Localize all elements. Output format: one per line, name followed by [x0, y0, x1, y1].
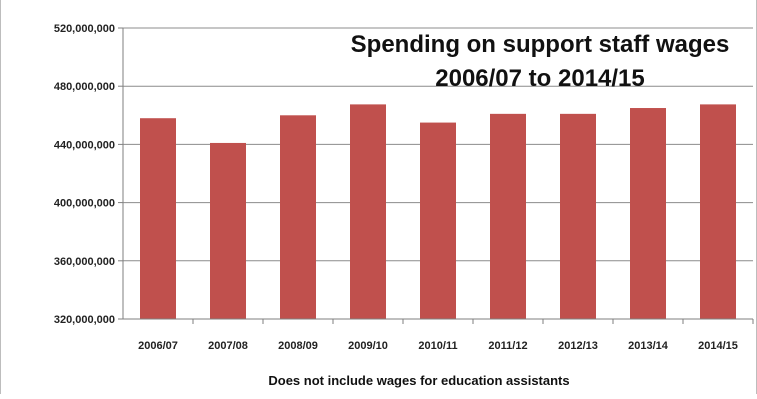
bar	[420, 122, 456, 319]
x-tick-label: 2013/14	[628, 340, 669, 352]
chart-title: Spending on support staff wages 2006/07 …	[351, 31, 730, 92]
x-tick-label: 2008/09	[278, 340, 318, 352]
y-tick-labels: 320,000,000 360,000,000 400,000,000 440,000…	[54, 23, 115, 326]
x-tick-label: 2011/12	[488, 340, 527, 352]
axes	[118, 27, 754, 324]
bar	[140, 118, 176, 320]
y-tick-label: 520,000,000	[54, 23, 115, 35]
y-tick-label: 440,000,000	[54, 139, 115, 151]
bar	[350, 104, 386, 319]
bar	[630, 108, 666, 320]
y-tick-label: 400,000,000	[54, 198, 115, 210]
chart-title-line-2: 2006/07 to 2014/15	[435, 65, 645, 92]
bar	[700, 104, 736, 319]
y-tick-label: 480,000,000	[54, 81, 115, 93]
bar	[560, 113, 596, 319]
x-tick-label: 2012/13	[558, 340, 598, 352]
x-tick-label: 2014/15	[698, 340, 738, 352]
x-axis-label: Does not include wages for education ass…	[268, 373, 569, 388]
bars	[140, 104, 736, 320]
chart-title-line-1: Spending on support staff wages	[351, 31, 730, 58]
y-tick-label: 320,000,000	[54, 314, 115, 326]
bar	[280, 115, 316, 319]
x-tick-labels: 2006/07 2007/08 2008/09 2009/10 2010/11 2011/…	[138, 340, 738, 352]
bar	[490, 113, 526, 319]
x-tick-label: 2009/10	[348, 340, 388, 352]
y-tick-label: 360,000,000	[54, 256, 115, 268]
x-tick-label: 2010/11	[418, 340, 457, 352]
x-tick-label: 2006/07	[138, 340, 178, 352]
x-tick-label: 2007/08	[208, 340, 248, 352]
bar	[210, 142, 246, 319]
